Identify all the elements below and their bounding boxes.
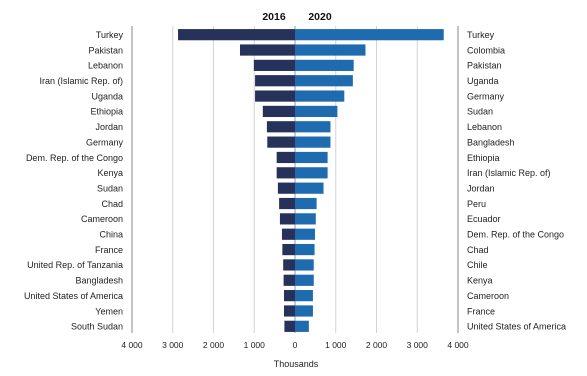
bar-2016-11 — [279, 197, 295, 210]
bar-2016-8 — [276, 151, 295, 164]
category-label-2016-3: Iran (Islamic Rep. of) — [39, 76, 123, 86]
bar-2020-13 — [295, 228, 315, 240]
bar-2020-8 — [295, 151, 328, 164]
x-tick-label: 1 000 — [325, 340, 347, 350]
category-label-2016-4: Uganda — [91, 91, 123, 101]
category-label-2016-0: Turkey — [96, 30, 124, 40]
category-label-2020-3: Uganda — [467, 76, 499, 86]
bar-2016-7 — [267, 136, 295, 148]
category-label-2020-4: Germany — [467, 91, 505, 101]
x-axis-title: Thousands — [274, 359, 319, 369]
category-label-2016-8: Dem. Rep. of the Congo — [26, 153, 123, 163]
bar-2020-3 — [295, 75, 353, 87]
category-label-2016-17: United States of America — [24, 291, 123, 301]
bar-2020-15 — [295, 259, 314, 271]
category-label-2016-18: Yemen — [95, 306, 123, 316]
category-labels: Turkey Pakistan Lebanon Iran (Islamic Rep. … — [24, 30, 566, 332]
category-label-2020-19: United States of America — [467, 322, 566, 332]
bar-2016-10 — [277, 182, 295, 194]
bar-2016-6 — [266, 121, 295, 133]
bar-2016-0 — [178, 29, 295, 41]
x-tick-label: 4 000 — [447, 340, 469, 350]
grid-lines — [131, 26, 459, 333]
x-tick-labels: 4 000 3 000 2 000 1 000 0 1 000 2 000 3 000 4 00… — [121, 340, 469, 350]
bar-2020-7 — [295, 136, 331, 148]
bar-2016-4 — [255, 90, 295, 102]
category-label-2016-14: France — [95, 245, 123, 255]
plot-frame — [131, 26, 459, 333]
category-label-2020-17: Cameroon — [467, 291, 509, 301]
x-tick-label: 0 — [293, 340, 298, 350]
category-label-2020-1: Colombia — [467, 45, 505, 55]
category-label-2016-9: Kenya — [97, 168, 123, 178]
bar-2016-12 — [279, 213, 295, 225]
x-tick-label: 2 000 — [203, 340, 225, 350]
category-label-2016-11: Chad — [101, 199, 123, 209]
category-label-2020-9: Iran (Islamic Rep. of) — [467, 168, 551, 178]
bar-2020-18 — [295, 305, 313, 317]
category-label-2016-12: Cameroon — [81, 214, 123, 224]
bar-2020-4 — [295, 90, 345, 102]
bars — [178, 29, 444, 332]
category-label-2020-7: Bangladesh — [467, 137, 515, 147]
series-2016-header: 2016 — [262, 11, 286, 23]
bar-2020-14 — [295, 243, 315, 256]
category-label-2016-10: Sudan — [97, 183, 123, 193]
bar-2016-16 — [283, 274, 295, 286]
bar-2016-3 — [255, 75, 295, 87]
category-label-2016-5: Ethiopia — [90, 107, 123, 117]
category-label-2020-14: Chad — [467, 245, 489, 255]
bar-2020-16 — [295, 274, 314, 286]
bar-2016-13 — [281, 228, 295, 240]
category-label-2020-16: Kenya — [467, 276, 493, 286]
bar-2016-9 — [276, 167, 295, 179]
category-label-2020-2: Pakistan — [467, 61, 502, 71]
category-label-2020-13: Dem. Rep. of the Congo — [467, 230, 564, 240]
bar-2016-15 — [283, 259, 295, 271]
bar-2016-14 — [282, 243, 295, 256]
category-label-2020-10: Jordan — [467, 183, 495, 193]
category-label-2020-0: Turkey — [467, 30, 495, 40]
bar-2020-9 — [295, 167, 328, 179]
category-label-2016-7: Germany — [86, 137, 124, 147]
bar-2020-12 — [295, 213, 316, 225]
bar-2016-19 — [284, 320, 295, 332]
category-label-2016-19: South Sudan — [71, 322, 123, 332]
bar-2016-2 — [253, 59, 295, 71]
x-tick-label: 4 000 — [121, 340, 143, 350]
category-label-2020-6: Lebanon — [467, 122, 502, 132]
bar-2020-10 — [295, 182, 324, 194]
bar-2016-18 — [283, 305, 295, 317]
category-label-2016-15: United Rep. of Tanzania — [27, 260, 123, 270]
bar-2020-17 — [295, 290, 313, 302]
category-label-2020-11: Peru — [467, 199, 486, 209]
bar-2020-5 — [295, 105, 338, 118]
bar-2016-17 — [283, 290, 295, 302]
bar-2016-5 — [262, 105, 295, 118]
category-label-2020-18: France — [467, 306, 495, 316]
x-tick-label: 3 000 — [162, 340, 184, 350]
bar-2020-0 — [295, 29, 444, 41]
category-label-2016-1: Pakistan — [88, 45, 123, 55]
x-tick-label: 3 000 — [407, 340, 429, 350]
series-2020-header: 2020 — [308, 11, 332, 23]
category-label-2020-15: Chile — [467, 260, 488, 270]
category-label-2016-13: China — [99, 230, 123, 240]
x-tick-label: 1 000 — [244, 340, 266, 350]
category-label-2020-8: Ethiopia — [467, 153, 500, 163]
bar-2020-2 — [295, 59, 354, 71]
bar-2020-1 — [295, 44, 366, 56]
bar-2016-1 — [239, 44, 295, 56]
category-label-2016-6: Jordan — [95, 122, 123, 132]
bar-2020-19 — [295, 320, 309, 332]
category-label-2020-5: Sudan — [467, 107, 493, 117]
bar-2020-11 — [295, 197, 317, 210]
category-label-2016-16: Bangladesh — [75, 276, 123, 286]
x-tick-label: 2 000 — [366, 340, 388, 350]
category-label-2016-2: Lebanon — [88, 61, 123, 71]
bar-2020-6 — [295, 121, 331, 133]
category-label-2020-12: Ecuador — [467, 214, 501, 224]
